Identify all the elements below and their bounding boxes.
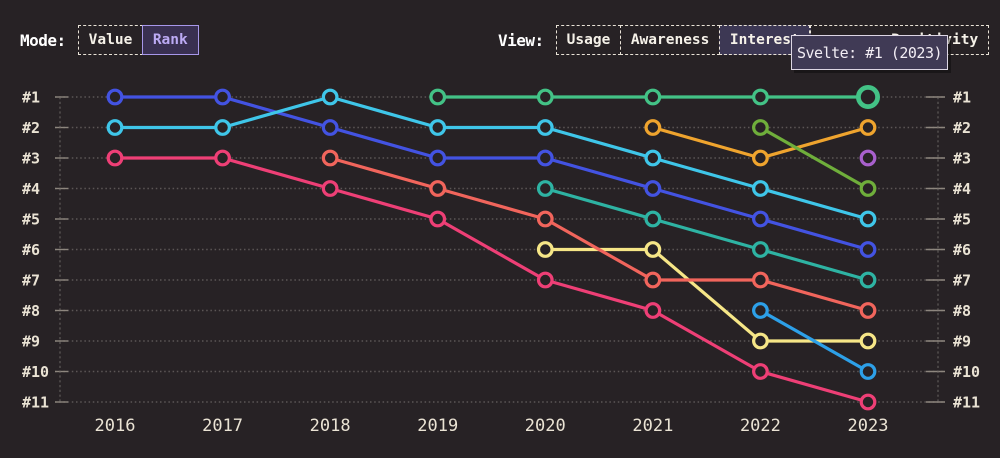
view-awareness-button[interactable]: Awareness [619,25,721,55]
point-orange-2023[interactable] [859,119,877,136]
point-pink-2023[interactable] [859,393,877,411]
point-teal-2023[interactable] [859,271,877,289]
point-pink-2022[interactable] [752,363,769,380]
point-pink-2019[interactable] [429,210,447,228]
series-line-teal [543,186,870,282]
rank-label-left-#4: #4 [22,180,40,198]
point-orange-2022[interactable] [752,149,769,167]
point-salmon-2023[interactable] [859,302,877,319]
rank-label-left-#3: #3 [22,150,40,168]
point-cyan-2020[interactable] [536,119,554,136]
point-pink-2016[interactable] [106,149,124,167]
point-teal-2022[interactable] [752,241,769,258]
rank-label-left-#1: #1 [22,89,40,107]
point-blue-2018[interactable] [321,119,339,136]
year-label-2016: 2016 [95,416,136,436]
year-label-2020: 2020 [525,416,566,436]
point-pink-2021[interactable] [644,302,662,319]
mode-value-button[interactable]: Value [77,25,144,55]
point-cyan-2021[interactable] [644,149,662,167]
point-orange-2021[interactable] [644,119,662,136]
point-blue-2020[interactable] [536,149,554,167]
year-label-2019: 2019 [417,416,458,436]
rank-label-left-#9: #9 [22,333,40,351]
point-purple-2023[interactable] [859,149,877,167]
point-yellow-2022[interactable] [752,332,769,350]
rank-label-left-#10: #10 [22,363,49,381]
year-label-2023: 2023 [848,416,889,436]
point-svelte-2020[interactable] [536,88,554,106]
point-pink-2020[interactable] [536,271,554,289]
point-svelte-2022[interactable] [752,88,769,106]
point-svelte-2019[interactable] [429,88,447,106]
mode-label: Mode: [20,30,66,50]
point-teal-2020[interactable] [536,180,554,197]
point-teal-2021[interactable] [644,210,662,228]
series-line-cyan [113,95,870,221]
point-salmon-2019[interactable] [429,180,447,197]
year-label-2021: 2021 [632,416,673,436]
rank-label-right-#5: #5 [953,211,971,229]
point-yellow-2023[interactable] [859,332,877,350]
mode-control-group: Mode: Value Rank [20,25,199,55]
rank-label-right-#11: #11 [953,394,980,412]
point-salmon-2018[interactable] [321,149,339,167]
rank-label-left-#2: #2 [22,119,40,137]
series-line-sky [758,308,870,374]
view-label: View: [498,30,544,50]
point-blue-2016[interactable] [106,88,124,106]
point-sky-2022[interactable] [752,302,769,319]
point-salmon-2022[interactable] [752,271,769,289]
point-salmon-2021[interactable] [644,271,662,289]
series-line-olive [758,125,870,191]
series-line-blue [113,95,870,252]
point-yellow-2020[interactable] [536,241,554,258]
rank-label-left-#6: #6 [22,241,40,259]
view-usage-button[interactable]: Usage [555,25,622,55]
point-sky-2023[interactable] [859,363,877,380]
mode-rank-button[interactable]: Rank [141,25,199,55]
point-blue-2023[interactable] [859,241,877,258]
rank-label-left-#7: #7 [22,272,40,290]
hover-tooltip: Svelte: #1 (2023) [791,35,948,70]
year-label-2017: 2017 [202,416,243,436]
point-svelte-2021[interactable] [644,88,662,106]
rank-label-right-#6: #6 [953,241,971,259]
point-blue-2021[interactable] [644,180,662,197]
rank-label-right-#10: #10 [953,363,980,381]
point-blue-2019[interactable] [429,149,447,167]
point-cyan-2022[interactable] [752,180,769,197]
series-line-salmon [328,156,870,313]
year-label-2022: 2022 [740,416,781,436]
rank-label-right-#4: #4 [953,180,971,198]
point-cyan-2016[interactable] [106,119,124,136]
point-pink-2018[interactable] [321,180,339,197]
rank-label-left-#5: #5 [22,211,40,229]
point-cyan-2023[interactable] [859,210,877,228]
point-yellow-2021[interactable] [644,241,662,258]
rank-label-right-#7: #7 [953,272,971,290]
point-salmon-2020[interactable] [536,210,554,228]
year-label-2018: 2018 [310,416,351,436]
rank-label-right-#9: #9 [953,333,971,351]
point-olive-2023[interactable] [859,180,877,197]
rank-label-left-#11: #11 [22,394,49,412]
rank-label-right-#3: #3 [953,150,971,168]
rank-label-right-#8: #8 [953,302,971,320]
point-cyan-2018[interactable] [321,88,339,106]
point-pink-2017[interactable] [214,149,231,167]
point-cyan-2017[interactable] [214,119,231,136]
rank-label-left-#8: #8 [22,302,40,320]
series-line-pink [113,156,870,404]
point-blue-2022[interactable] [752,210,769,228]
point-cyan-2019[interactable] [429,119,447,136]
rank-label-right-#2: #2 [953,119,971,137]
point-blue-2017[interactable] [214,88,231,106]
highlighted-point-svelte-2023[interactable] [855,85,880,110]
rank-label-right-#1: #1 [953,89,971,107]
point-olive-2022[interactable] [752,119,769,136]
